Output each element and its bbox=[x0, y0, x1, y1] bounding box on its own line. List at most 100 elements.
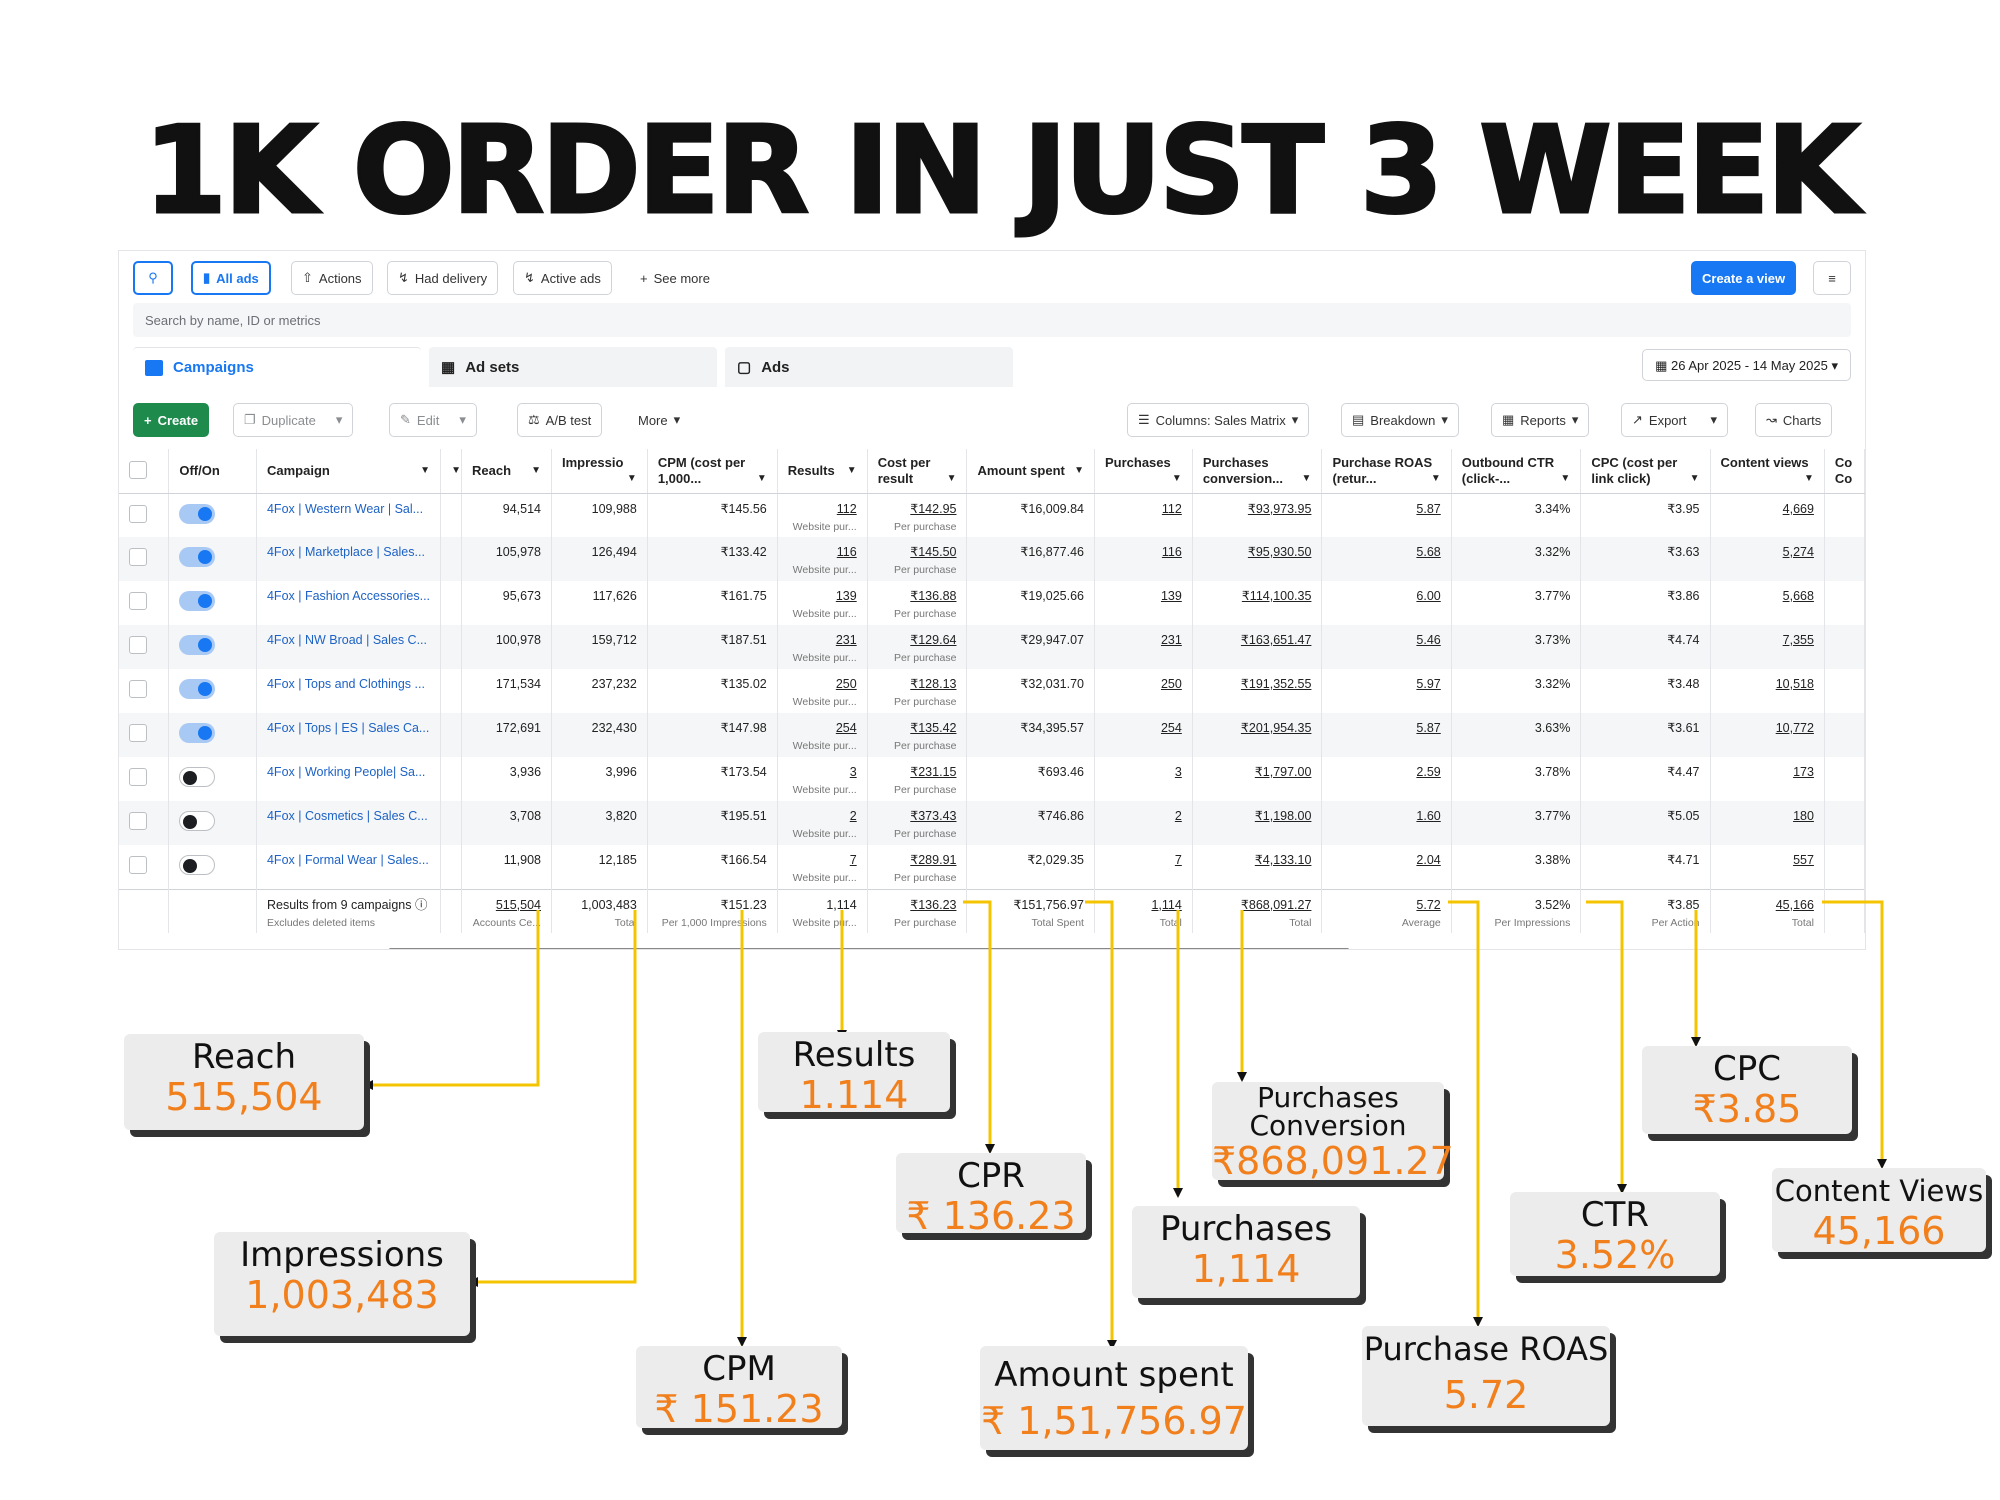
results-value[interactable]: 7 bbox=[849, 853, 857, 867]
conv-value[interactable]: ₹1,198.00 bbox=[1254, 809, 1312, 823]
header-cpc[interactable]: CPC (cost per link click) ▼ bbox=[1580, 449, 1711, 494]
roas-value[interactable]: 1.60 bbox=[1416, 809, 1441, 823]
row-checkbox[interactable] bbox=[129, 504, 147, 523]
header-outbound-ctr[interactable]: Outbound CTR (click-... ▼ bbox=[1451, 449, 1582, 494]
delivery-toggle[interactable] bbox=[179, 591, 216, 611]
conv-value[interactable]: ₹191,352.55 bbox=[1240, 677, 1312, 691]
table-row[interactable]: 4Fox | Working People| Sa... 3,936 3,996 ₹1… bbox=[119, 757, 1865, 801]
campaign-name-link[interactable]: 4Fox | Marketplace | Sales... bbox=[266, 545, 425, 559]
campaign-name-link[interactable]: 4Fox | NW Broad | Sales C... bbox=[266, 633, 428, 647]
table-row[interactable]: 4Fox | NW Broad | Sales C... 100,978 159,7… bbox=[119, 625, 1865, 669]
views-value[interactable]: 557 bbox=[1793, 853, 1814, 867]
duplicate-button[interactable]: ❐ Duplicate ▾ bbox=[233, 403, 354, 437]
conv-value[interactable]: ₹1,797.00 bbox=[1254, 765, 1312, 779]
tab-ad-sets[interactable]: ▦ Ad sets bbox=[429, 347, 717, 387]
delivery-toggle[interactable] bbox=[179, 679, 216, 699]
results-value[interactable]: 112 bbox=[836, 501, 857, 516]
select-all-checkbox[interactable] bbox=[129, 461, 147, 480]
cpr-value[interactable]: ₹129.64 bbox=[910, 633, 957, 647]
views-value[interactable]: 5,274 bbox=[1782, 545, 1814, 559]
campaign-name-link[interactable]: 4Fox | Western Wear | Sal... bbox=[266, 501, 424, 516]
settings-button[interactable]: ≡ bbox=[1813, 261, 1851, 295]
results-value[interactable]: 231 bbox=[835, 633, 857, 647]
purchases-value[interactable]: 139 bbox=[1160, 589, 1182, 603]
header-next[interactable]: Co Co bbox=[1824, 449, 1865, 494]
campaign-name-link[interactable]: 4Fox | Fashion Accessories... bbox=[266, 589, 431, 603]
header-reach[interactable]: Reach ▼ bbox=[461, 449, 553, 494]
create-view-button[interactable]: Create a view bbox=[1691, 261, 1797, 295]
header-purchases[interactable]: Purchases ▼ bbox=[1094, 449, 1193, 494]
cpr-value[interactable]: ₹128.13 bbox=[910, 677, 957, 691]
campaign-name-link[interactable]: 4Fox | Tops | ES | Sales Ca... bbox=[266, 721, 430, 735]
purchases-value[interactable]: 7 bbox=[1174, 853, 1182, 867]
purchases-value[interactable]: 254 bbox=[1160, 721, 1182, 735]
horizontal-scrollbar[interactable] bbox=[389, 948, 1349, 949]
table-row[interactable]: 4Fox | Marketplace | Sales... 105,978 126,… bbox=[119, 537, 1865, 581]
purchases-value[interactable]: 3 bbox=[1174, 765, 1182, 779]
conv-value[interactable]: ₹4,133.10 bbox=[1254, 853, 1312, 867]
charts-button[interactable]: ↝ Charts bbox=[1755, 403, 1833, 437]
row-checkbox[interactable] bbox=[129, 592, 147, 610]
header-impressions[interactable]: Impressio ▼ bbox=[551, 449, 648, 494]
ab-test-button[interactable]: ⚖ A/B test bbox=[517, 403, 603, 437]
date-range-picker[interactable]: ▦ 26 Apr 2025 - 14 May 2025 ▾ bbox=[1642, 349, 1851, 381]
more-button[interactable]: More ▾ bbox=[627, 403, 692, 437]
row-checkbox[interactable] bbox=[129, 856, 147, 874]
roas-value[interactable]: 2.04 bbox=[1416, 853, 1441, 867]
results-value[interactable]: 250 bbox=[835, 677, 857, 691]
roas-value[interactable]: 5.97 bbox=[1416, 677, 1441, 691]
table-row[interactable]: 4Fox | Tops | ES | Sales Ca... 172,691 232… bbox=[119, 713, 1865, 757]
purchases-value[interactable]: 231 bbox=[1160, 633, 1182, 647]
delivery-toggle[interactable] bbox=[179, 547, 216, 567]
header-amount-spent[interactable]: Amount spent ▼ bbox=[966, 449, 1095, 494]
cpr-value[interactable]: ₹145.50 bbox=[910, 545, 957, 559]
row-checkbox[interactable] bbox=[129, 768, 147, 786]
conv-value[interactable]: ₹95,930.50 bbox=[1247, 545, 1312, 559]
campaign-name-link[interactable]: 4Fox | Tops and Clothings ... bbox=[266, 677, 425, 691]
roas-value[interactable]: 5.68 bbox=[1416, 545, 1441, 559]
results-value[interactable]: 139 bbox=[835, 589, 857, 603]
header-purchases-conversion[interactable]: Purchases conversion... ▼ bbox=[1192, 449, 1323, 494]
results-value[interactable]: 254 bbox=[835, 721, 857, 735]
cpr-value[interactable]: ₹135.42 bbox=[910, 721, 957, 735]
row-checkbox[interactable] bbox=[129, 680, 147, 698]
active-ads-filter[interactable]: ↯ Active ads bbox=[513, 261, 612, 295]
row-checkbox[interactable] bbox=[129, 812, 147, 830]
had-delivery-filter[interactable]: ↯ Had delivery bbox=[387, 261, 499, 295]
create-button[interactable]: + Create bbox=[133, 403, 210, 437]
table-row[interactable]: 4Fox | Tops and Clothings ... 171,534 237,… bbox=[119, 669, 1865, 713]
roas-value[interactable]: 5.46 bbox=[1416, 633, 1441, 647]
export-button[interactable]: ↗ Export ▾ bbox=[1621, 403, 1729, 437]
views-value[interactable]: 7,355 bbox=[1782, 633, 1814, 647]
search-input[interactable]: Search by name, ID or metrics bbox=[133, 303, 1851, 337]
header-cpm[interactable]: CPM (cost per 1,000... ▼ bbox=[647, 449, 778, 494]
results-value[interactable]: 2 bbox=[849, 809, 857, 823]
purchases-value[interactable]: 116 bbox=[1161, 545, 1182, 559]
purchases-value[interactable]: 250 bbox=[1160, 677, 1182, 691]
delivery-toggle[interactable] bbox=[179, 767, 216, 787]
conv-value[interactable]: ₹163,651.47 bbox=[1240, 633, 1312, 647]
row-checkbox[interactable] bbox=[129, 724, 147, 742]
delivery-toggle[interactable] bbox=[179, 855, 216, 875]
cpr-value[interactable]: ₹136.88 bbox=[910, 589, 957, 603]
table-row[interactable]: 4Fox | Formal Wear | Sales... 11,908 12,18… bbox=[119, 845, 1865, 889]
search-button[interactable]: ⚲ bbox=[133, 261, 173, 295]
header-cost-per-result[interactable]: Cost per result ▼ bbox=[867, 449, 968, 494]
roas-value[interactable]: 5.87 bbox=[1416, 501, 1441, 516]
breakdown-button[interactable]: ▤ Breakdown ▾ bbox=[1341, 403, 1459, 437]
see-more-button[interactable]: + See more bbox=[629, 261, 721, 295]
cpr-value[interactable]: ₹289.91 bbox=[910, 853, 957, 867]
edit-button[interactable]: ✎ Edit ▾ bbox=[389, 403, 477, 437]
roas-value[interactable]: 6.00 bbox=[1416, 589, 1441, 603]
header-purchase-roas[interactable]: Purchase ROAS (retur... ▼ bbox=[1321, 449, 1452, 494]
info-icon[interactable]: ⓘ bbox=[414, 897, 428, 912]
row-checkbox[interactable] bbox=[129, 548, 147, 566]
conv-value[interactable]: ₹93,973.95 bbox=[1247, 501, 1312, 516]
views-value[interactable]: 173 bbox=[1793, 765, 1814, 779]
purchases-value[interactable]: 112 bbox=[1161, 501, 1182, 516]
cpr-value[interactable]: ₹231.15 bbox=[910, 765, 957, 779]
conv-value[interactable]: ₹114,100.35 bbox=[1241, 589, 1312, 603]
row-checkbox[interactable] bbox=[129, 636, 147, 654]
delivery-toggle[interactable] bbox=[179, 503, 216, 524]
views-value[interactable]: 5,668 bbox=[1782, 589, 1814, 603]
